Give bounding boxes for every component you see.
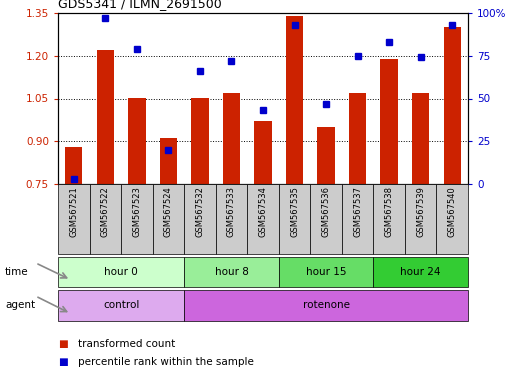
Text: rotenone: rotenone (302, 301, 349, 311)
Text: ■: ■ (58, 357, 68, 367)
Text: GSM567524: GSM567524 (164, 186, 173, 237)
Bar (121, 184, 153, 254)
Text: GSM567536: GSM567536 (321, 186, 330, 237)
Bar (404, 184, 436, 254)
Bar (373, 257, 467, 287)
Text: GSM567539: GSM567539 (416, 186, 424, 237)
Bar (436, 184, 467, 254)
Bar (96, 50, 114, 184)
Bar (222, 93, 240, 184)
Bar (317, 127, 334, 184)
Bar (184, 290, 467, 321)
Text: GSM567522: GSM567522 (100, 186, 110, 237)
Bar (341, 184, 373, 254)
Bar (58, 184, 89, 254)
Bar (373, 184, 404, 254)
Bar (443, 27, 460, 184)
Text: GSM567533: GSM567533 (227, 186, 235, 237)
Bar (58, 257, 184, 287)
Bar (285, 16, 302, 184)
Bar (58, 290, 184, 321)
Text: GSM567537: GSM567537 (352, 186, 362, 237)
Bar (184, 184, 215, 254)
Text: percentile rank within the sample: percentile rank within the sample (78, 357, 254, 367)
Text: hour 24: hour 24 (399, 267, 440, 277)
Bar (153, 184, 184, 254)
Bar (247, 184, 278, 254)
Text: hour 15: hour 15 (305, 267, 345, 277)
Bar (278, 257, 373, 287)
Bar (348, 93, 366, 184)
Text: GDS5341 / ILMN_2691500: GDS5341 / ILMN_2691500 (58, 0, 221, 10)
Text: GSM567540: GSM567540 (447, 186, 456, 237)
Text: GSM567534: GSM567534 (258, 186, 267, 237)
Text: GSM567532: GSM567532 (195, 186, 204, 237)
Text: control: control (103, 301, 139, 311)
Text: GSM567535: GSM567535 (289, 186, 298, 237)
Text: hour 0: hour 0 (104, 267, 138, 277)
Text: GSM567538: GSM567538 (384, 186, 393, 237)
Bar (89, 184, 121, 254)
Bar (128, 99, 145, 184)
Bar (160, 138, 177, 184)
Text: GSM567523: GSM567523 (132, 186, 141, 237)
Bar (278, 184, 310, 254)
Bar (310, 184, 341, 254)
Text: time: time (5, 267, 29, 277)
Text: GSM567521: GSM567521 (69, 186, 78, 237)
Bar (191, 99, 208, 184)
Bar (380, 59, 397, 184)
Bar (254, 121, 271, 184)
Text: hour 8: hour 8 (214, 267, 248, 277)
Bar (411, 93, 429, 184)
Text: ■: ■ (58, 339, 68, 349)
Text: transformed count: transformed count (78, 339, 175, 349)
Bar (184, 257, 278, 287)
Bar (215, 184, 247, 254)
Text: agent: agent (5, 301, 35, 311)
Bar (65, 147, 82, 184)
